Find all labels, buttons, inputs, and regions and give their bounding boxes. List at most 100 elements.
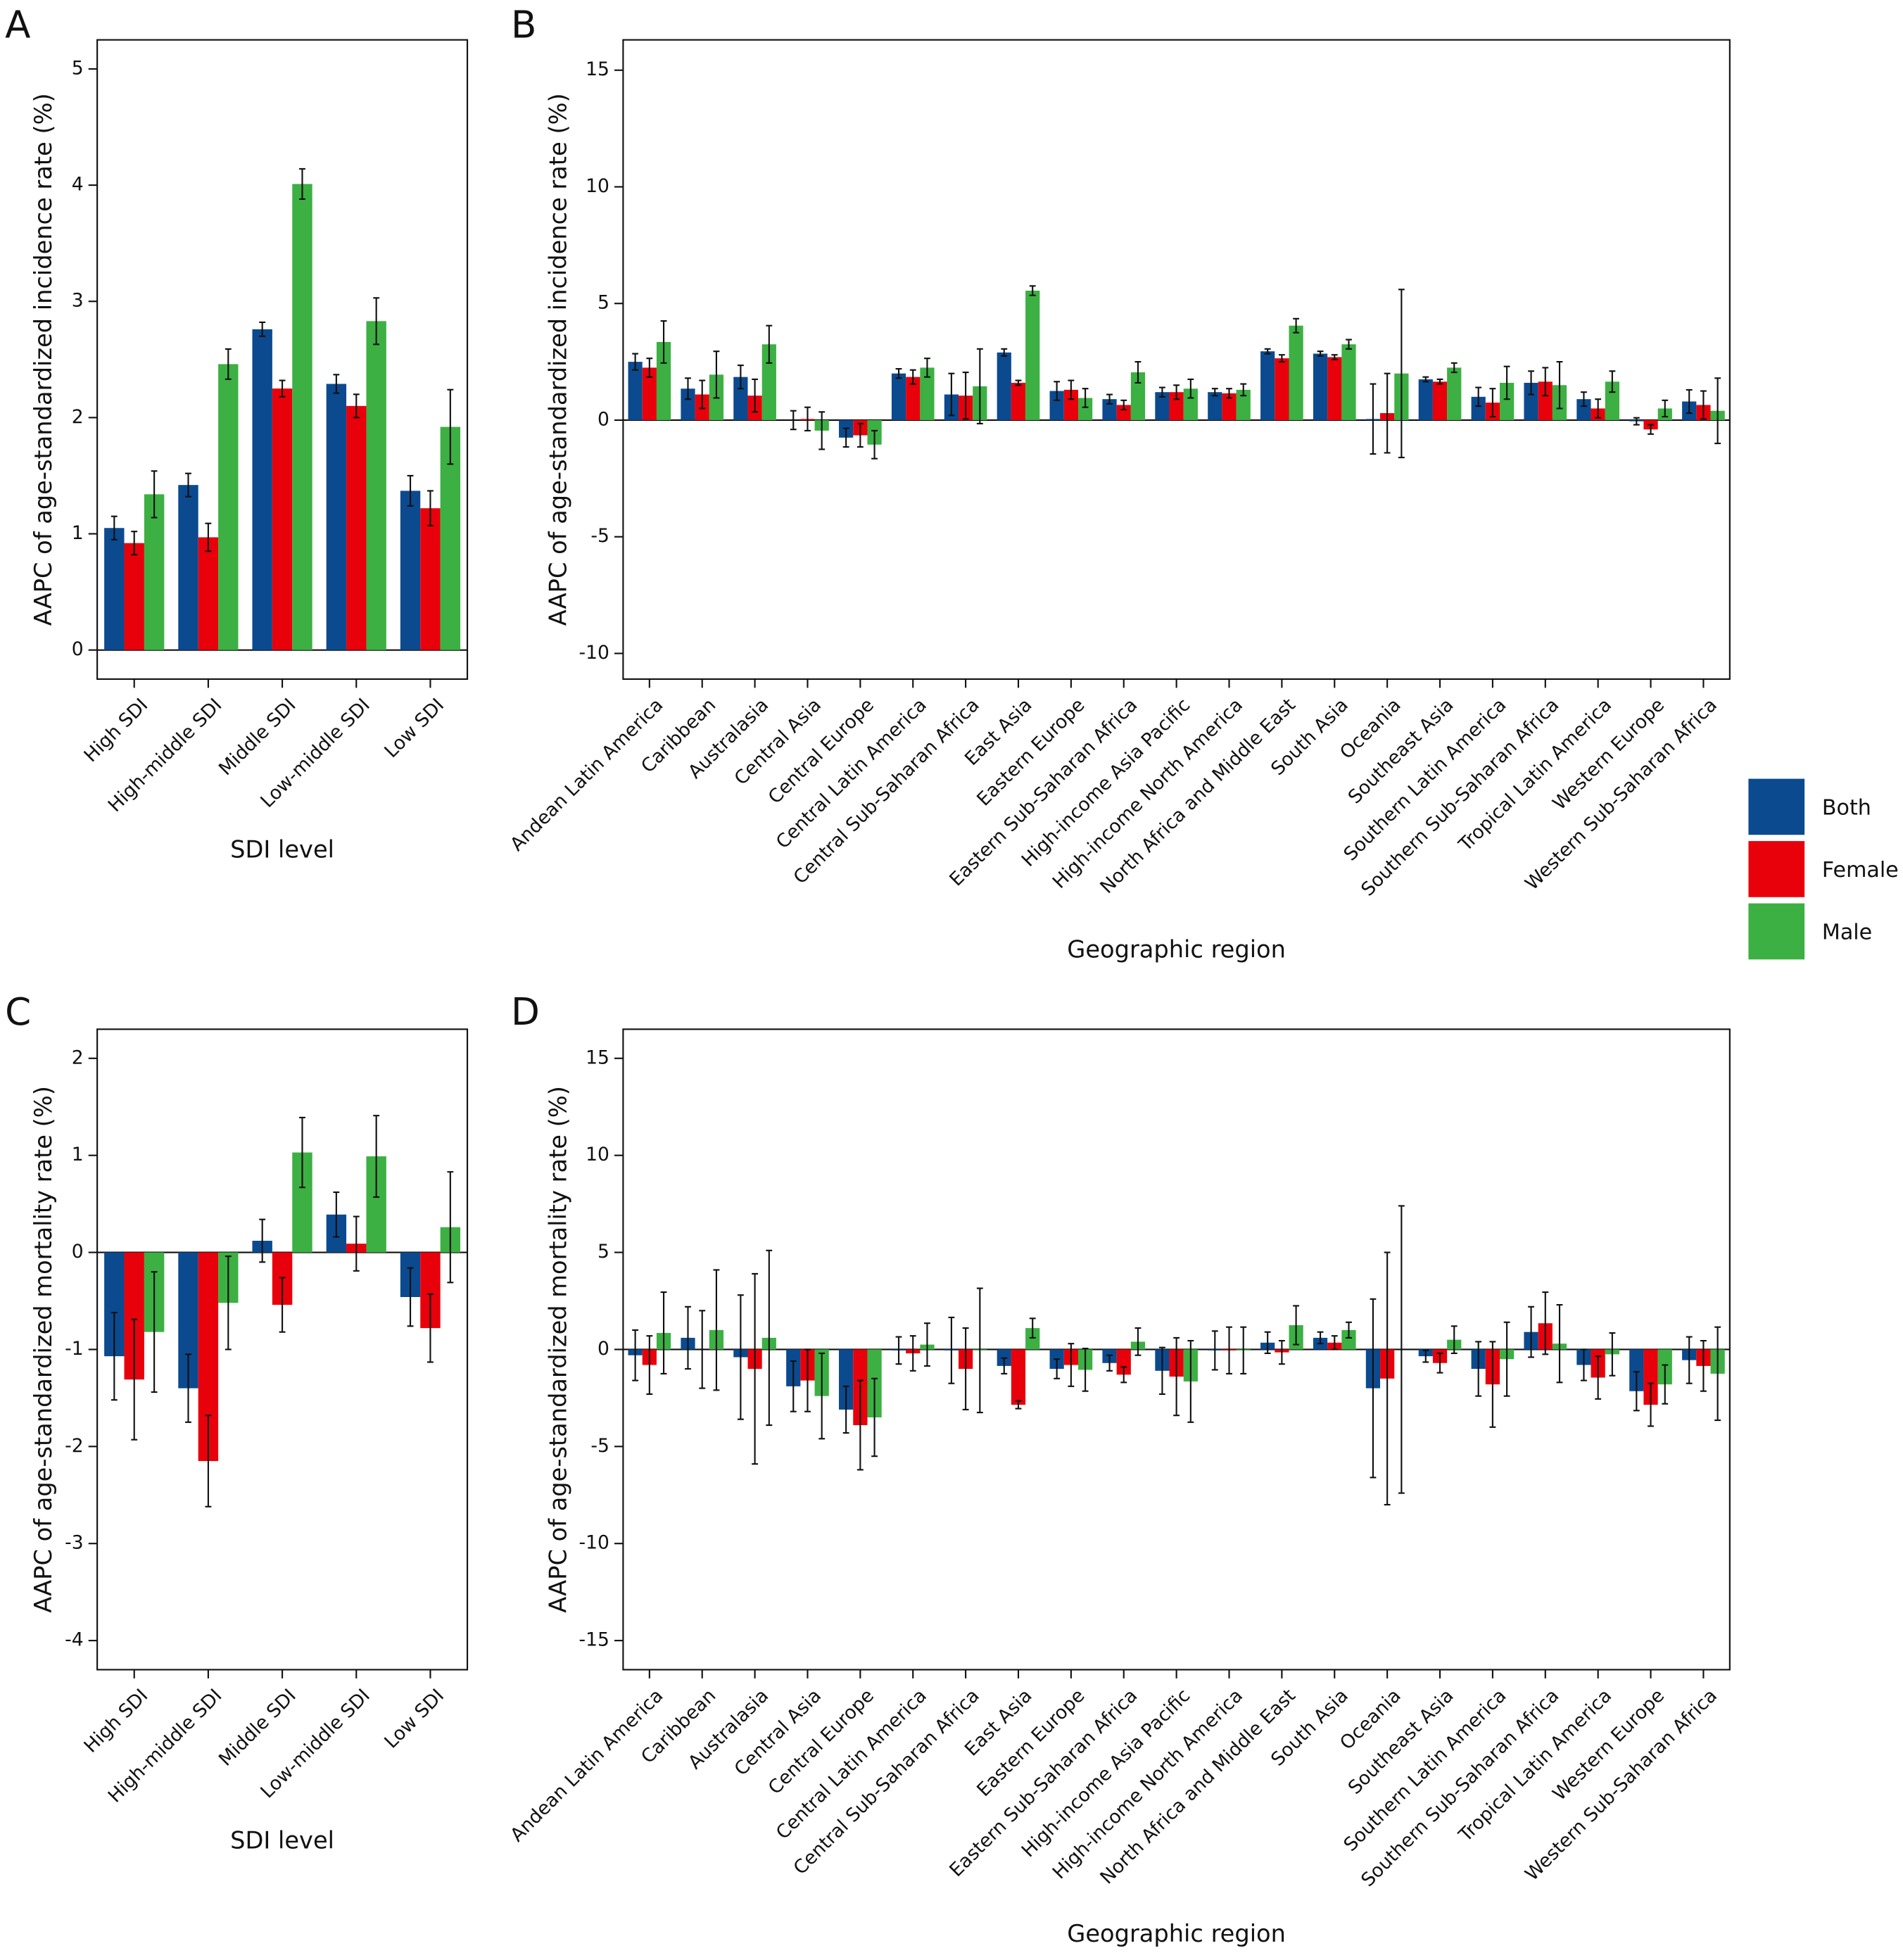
- error-bar: [1158, 386, 1165, 398]
- bar: [656, 341, 671, 420]
- y-tick-label: 5: [72, 57, 84, 79]
- error-bar: [205, 1415, 212, 1507]
- error-bar: [962, 1327, 969, 1410]
- bar: [839, 1349, 854, 1410]
- x-tick-label: Andean Latin America: [506, 1685, 667, 1846]
- bar: [124, 543, 144, 650]
- legend-swatch: [1748, 778, 1805, 835]
- y-axis-title: AAPC of age-standardized incidence rate …: [30, 93, 57, 626]
- bar: [1222, 393, 1237, 420]
- error-bar: [447, 1171, 454, 1284]
- x-axis-title: SDI level: [230, 836, 334, 864]
- bar: [997, 352, 1011, 420]
- bar: [1447, 367, 1462, 420]
- bar: [1432, 381, 1448, 420]
- error-bar: [699, 379, 706, 410]
- bar: [906, 377, 921, 420]
- bar: [1327, 357, 1342, 420]
- error-bar: [660, 320, 667, 364]
- error-bar: [279, 379, 286, 398]
- y-tick-label: -5: [590, 525, 609, 547]
- error-bar: [1346, 339, 1352, 350]
- bar: [1011, 1349, 1026, 1405]
- bar: [1102, 399, 1117, 420]
- error-bar: [976, 348, 983, 425]
- bar: [420, 508, 441, 650]
- error-bar: [871, 1377, 878, 1458]
- error-bar: [1317, 350, 1324, 357]
- error-bar: [737, 365, 744, 390]
- bar: [1236, 389, 1251, 420]
- bar: [1313, 353, 1328, 420]
- bar: [733, 377, 748, 420]
- error-bar: [1581, 391, 1587, 407]
- error-bar: [1293, 317, 1300, 334]
- error-bar: [842, 427, 849, 448]
- bar: [1130, 372, 1146, 420]
- y-tick-label: 0: [598, 408, 609, 430]
- error-bar: [1106, 393, 1113, 405]
- error-bar: [1226, 1326, 1232, 1374]
- error-bar: [1278, 1339, 1285, 1365]
- error-bar: [1450, 1325, 1458, 1355]
- y-tick-label: -10: [579, 1532, 609, 1554]
- bar: [1471, 396, 1486, 420]
- bar: [326, 384, 347, 650]
- error-bar: [279, 1277, 286, 1333]
- error-bar: [1226, 388, 1232, 399]
- error-bar: [713, 1269, 720, 1391]
- error-bar: [790, 1360, 797, 1412]
- error-bar: [205, 522, 212, 552]
- error-bar: [131, 531, 138, 556]
- y-tick-label: -10: [579, 642, 609, 664]
- error-bar: [1211, 388, 1218, 397]
- error-bar: [1029, 285, 1036, 296]
- error-bar: [1633, 1371, 1640, 1412]
- error-bar: [804, 406, 811, 431]
- error-bar: [1317, 1331, 1324, 1345]
- error-bar: [1556, 1303, 1563, 1384]
- error-bar: [1556, 361, 1563, 410]
- error-bar: [818, 1352, 826, 1440]
- bar: [1077, 398, 1093, 420]
- error-bar: [685, 1305, 691, 1370]
- error-bar: [427, 490, 434, 527]
- error-bar: [1489, 388, 1496, 418]
- y-tick-label: 0: [598, 1338, 609, 1360]
- error-bar: [1082, 1348, 1089, 1392]
- bar: [198, 537, 219, 650]
- error-bar: [1422, 376, 1429, 383]
- error-bar: [1662, 1364, 1669, 1405]
- bar: [1025, 1328, 1040, 1350]
- bar: [681, 388, 695, 420]
- bar: [366, 321, 386, 650]
- error-bar: [373, 297, 380, 346]
- error-bar: [895, 367, 902, 379]
- y-tick-label: -5: [590, 1435, 609, 1457]
- error-bar: [1068, 1343, 1075, 1387]
- x-tick-label: Low SDI: [380, 1685, 448, 1753]
- error-bar: [259, 321, 266, 337]
- error-bar: [1106, 1354, 1113, 1372]
- panel-label: C: [5, 990, 31, 1034]
- error-bar: [1542, 367, 1549, 397]
- error-bar: [1648, 424, 1654, 435]
- error-bar: [225, 348, 232, 380]
- bar: [628, 362, 643, 420]
- error-bar: [110, 515, 118, 540]
- error-bar: [1068, 379, 1075, 400]
- y-tick-label: -1: [65, 1338, 83, 1360]
- bar: [252, 329, 272, 650]
- error-bar: [962, 371, 969, 420]
- bar: [761, 344, 776, 420]
- bar: [1011, 382, 1026, 420]
- x-tick-label: Western Sub-Saharan Africa: [1521, 694, 1721, 894]
- y-tick-label: 10: [586, 1144, 609, 1165]
- error-bar: [1686, 388, 1693, 415]
- bar: [1605, 381, 1619, 420]
- y-tick-label: 15: [586, 1047, 609, 1068]
- error-bar: [299, 1116, 305, 1189]
- error-bar: [685, 377, 691, 400]
- bar: [891, 373, 906, 420]
